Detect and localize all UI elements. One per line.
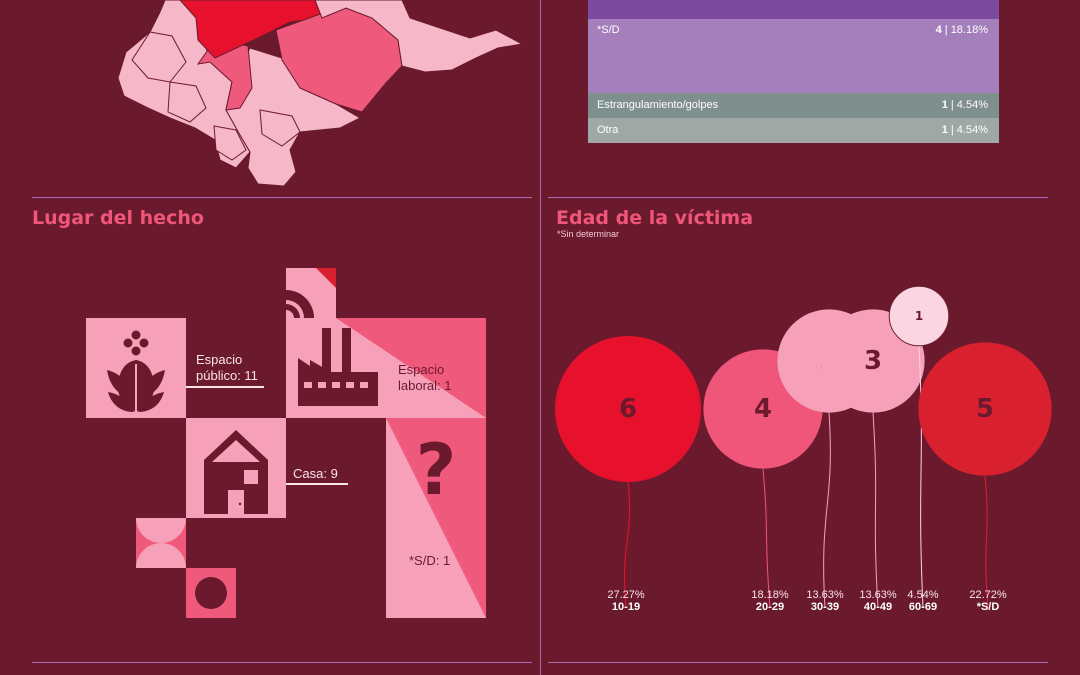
age-category-label: 22.72% *S/D [958,589,1018,613]
age-percentage: 4.54% [907,589,939,601]
work-space-tile [286,268,486,418]
divider-bottom-right [548,662,1048,663]
age-percentage: 13.63% [859,589,897,601]
divider-vertical [540,0,541,675]
age-bubble-chart: 643315 [555,285,1052,609]
age-section-title: Edad de la víctima [556,207,754,229]
method-bar-label: *S/D [597,24,620,36]
method-bar-top [588,0,999,19]
public-space-label: Espacio público: 11 [196,352,258,383]
public-space-tile [86,318,186,418]
house-icon [204,430,268,514]
age-category-label: 13.63% 30-39 [795,589,855,613]
unknown-label: *S/D: 1 [409,553,451,568]
flower-icon [107,330,165,412]
age-bubble-value: 4 [754,394,772,424]
house-label: Casa: 9 [293,466,338,481]
method-bar-label: Otra [597,124,619,136]
age-bubble-stem [623,481,631,609]
divider-top-right [548,197,1048,198]
age-range: 10-19 [611,601,641,613]
age-range: *S/D [976,601,1000,613]
divider-top-left [32,197,532,198]
age-percentage: 18.18% [751,589,789,601]
age-range: 40-49 [863,601,893,613]
question-icon: ? [415,429,457,511]
divider-bottom-left [32,662,532,663]
age-category-label: 18.18% 20-29 [740,589,800,613]
factory-icon [298,328,378,406]
age-bubble-stem [984,475,989,609]
place-section-title: Lugar del hecho [32,207,204,229]
house-tile [186,418,286,518]
age-percentage: 22.72% [969,589,1007,601]
map-region-northeast [314,0,524,73]
age-bubble-value: 6 [619,394,637,424]
decorative-tile-circle [186,568,236,618]
age-range: 20-29 [755,601,785,613]
map-region-pocket-4 [259,109,301,147]
age-section-subtitle: *Sin determinar [557,229,620,239]
map-region-pocket-3 [213,125,247,161]
method-bar-otra: Otra 1 | 4.54% [588,118,999,143]
unknown-tile [386,418,486,618]
public-space-underline [186,386,264,388]
age-category-label: 4.54% 60-69 [893,589,953,613]
age-percentage: 13.63% [806,589,844,601]
work-space-label: Espacio laboral: 1 [398,362,452,393]
honduras-map [117,0,524,187]
age-bubble-value: 5 [976,394,994,424]
age-bubble [888,285,950,347]
method-bar-label: Estrangulamiento/golpes [597,99,719,111]
age-bubble-stem [872,412,879,609]
age-category-label: 27.27% 10-19 [596,589,656,613]
age-bubble-stem [762,468,771,609]
age-bubble [555,336,701,482]
age-bubble [918,342,1052,476]
age-bubble-stem [823,412,831,609]
age-category-label: 13.63% 40-49 [848,589,908,613]
age-bubble-value: 1 [915,309,923,323]
method-bar-sd: *S/D 4 | 18.18% [588,19,999,93]
method-bar-value: 1 | 4.54% [941,99,988,111]
method-bar-value: 4 | 18.18% [935,24,988,36]
method-bar-estrangulamiento: Estrangulamiento/golpes 1 | 4.54% [588,93,999,118]
age-bubble-value: 3 [864,346,882,376]
age-range: 30-39 [810,601,840,613]
age-range: 60-69 [908,601,938,613]
method-bar-value: 1 | 4.54% [941,124,988,136]
decorative-tile-half-circles [136,518,186,568]
map-region-pocket-2 [167,81,207,123]
age-percentage: 27.27% [607,589,645,601]
age-bubble-stem [918,345,924,609]
house-underline [286,483,348,485]
